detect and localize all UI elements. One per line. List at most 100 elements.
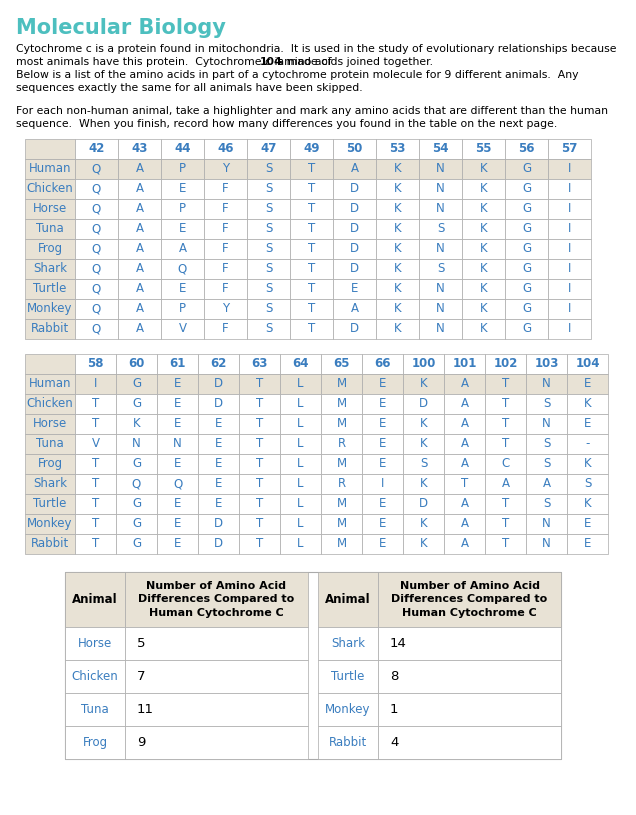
Bar: [444, 494, 485, 514]
Text: I: I: [568, 183, 571, 196]
Text: E: E: [215, 457, 222, 470]
Bar: [116, 414, 157, 434]
Text: E: E: [584, 537, 591, 550]
Bar: [25, 414, 75, 434]
Text: 57: 57: [562, 143, 577, 156]
Text: A: A: [135, 202, 144, 215]
Text: 9: 9: [137, 736, 146, 749]
Bar: [247, 199, 290, 219]
Bar: [118, 239, 161, 259]
Text: C: C: [501, 457, 509, 470]
Bar: [567, 354, 608, 374]
Bar: [204, 159, 247, 179]
Bar: [485, 454, 526, 474]
Bar: [567, 454, 608, 474]
Bar: [280, 434, 321, 454]
Bar: [157, 434, 198, 454]
Text: D: D: [419, 398, 428, 411]
Bar: [25, 454, 75, 474]
Text: Q: Q: [92, 283, 101, 295]
Bar: [376, 179, 419, 199]
Text: E: E: [215, 497, 222, 510]
Bar: [526, 474, 567, 494]
Text: E: E: [379, 377, 386, 390]
Text: M: M: [336, 537, 347, 550]
Bar: [239, 514, 280, 534]
Bar: [161, 159, 204, 179]
Bar: [403, 514, 444, 534]
Text: Shark: Shark: [331, 637, 365, 650]
Bar: [485, 534, 526, 554]
Text: 1: 1: [390, 703, 399, 716]
Text: A: A: [179, 242, 186, 255]
Bar: [75, 319, 118, 339]
Bar: [290, 259, 333, 279]
Bar: [321, 474, 362, 494]
Bar: [362, 434, 403, 454]
Bar: [526, 354, 567, 374]
Text: 49: 49: [303, 143, 320, 156]
Bar: [65, 572, 561, 759]
Bar: [333, 279, 376, 299]
Text: Animal: Animal: [325, 593, 371, 606]
Bar: [280, 514, 321, 534]
Text: S: S: [265, 323, 272, 336]
Text: I: I: [568, 242, 571, 255]
Bar: [118, 299, 161, 319]
Bar: [321, 494, 362, 514]
Text: F: F: [222, 202, 229, 215]
Bar: [198, 494, 239, 514]
Text: K: K: [584, 457, 591, 470]
Bar: [198, 474, 239, 494]
Text: K: K: [420, 377, 427, 390]
Text: R: R: [338, 478, 345, 491]
Bar: [462, 219, 505, 239]
Bar: [25, 474, 75, 494]
Bar: [318, 693, 378, 726]
Bar: [75, 259, 118, 279]
Bar: [25, 394, 75, 414]
Bar: [161, 179, 204, 199]
Bar: [118, 159, 161, 179]
Bar: [25, 179, 75, 199]
Bar: [118, 179, 161, 199]
Text: S: S: [543, 438, 550, 451]
Text: D: D: [350, 242, 359, 255]
Text: N: N: [542, 417, 551, 430]
Bar: [567, 394, 608, 414]
Bar: [505, 179, 548, 199]
Text: 54: 54: [432, 143, 449, 156]
Text: K: K: [480, 242, 487, 255]
Text: G: G: [522, 283, 531, 295]
Text: Rabbit: Rabbit: [329, 736, 367, 749]
Bar: [548, 179, 591, 199]
Bar: [247, 159, 290, 179]
Bar: [125, 660, 308, 693]
Text: S: S: [265, 262, 272, 275]
Text: S: S: [265, 202, 272, 215]
Bar: [548, 159, 591, 179]
Bar: [204, 239, 247, 259]
Text: L: L: [297, 518, 304, 531]
Bar: [567, 474, 608, 494]
Text: T: T: [461, 478, 468, 491]
Bar: [444, 434, 485, 454]
Bar: [157, 474, 198, 494]
Bar: [548, 299, 591, 319]
Bar: [290, 219, 333, 239]
Text: R: R: [338, 438, 345, 451]
Bar: [116, 374, 157, 394]
Bar: [362, 374, 403, 394]
Text: Monkey: Monkey: [325, 703, 371, 716]
Bar: [290, 159, 333, 179]
Bar: [505, 319, 548, 339]
Text: I: I: [568, 262, 571, 275]
Text: E: E: [179, 283, 186, 295]
Bar: [485, 414, 526, 434]
Text: F: F: [222, 262, 229, 275]
Text: T: T: [256, 398, 263, 411]
Bar: [116, 494, 157, 514]
Text: E: E: [174, 457, 181, 470]
Text: N: N: [436, 242, 445, 255]
Text: sequence.  When you finish, record how many differences you found in the table o: sequence. When you finish, record how ma…: [16, 120, 557, 130]
